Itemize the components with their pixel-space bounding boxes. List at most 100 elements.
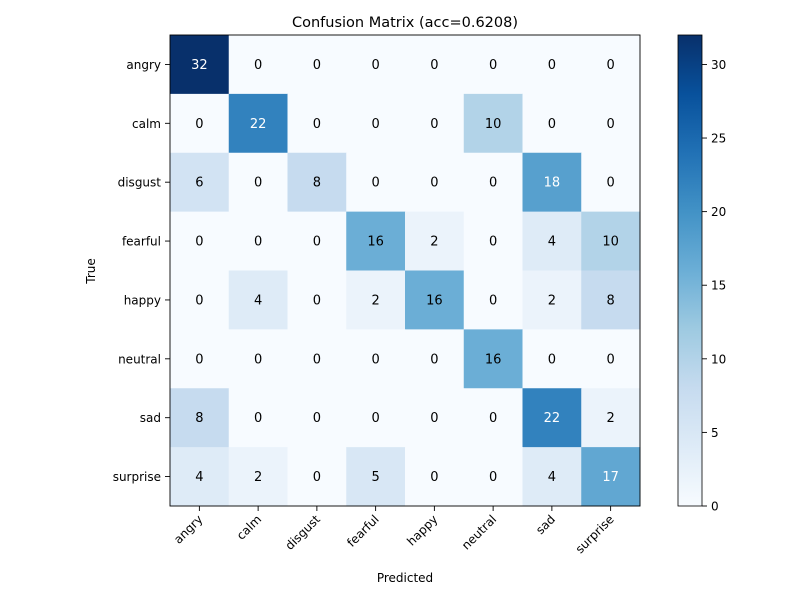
heatmap-cell bbox=[170, 388, 230, 448]
y-axis-ticks: angry calm disgust fearful happy neutral sad su… bbox=[113, 58, 170, 484]
heatmap-cell bbox=[346, 211, 406, 271]
heatmap-cell bbox=[228, 388, 288, 448]
heatmap-cell bbox=[287, 270, 347, 330]
cell-value-label: 0 bbox=[430, 58, 438, 73]
cell-value-label: 4 bbox=[254, 293, 262, 308]
heatmap-cell bbox=[405, 93, 465, 154]
y-tick-label: calm bbox=[132, 117, 161, 131]
heatmap-cell bbox=[405, 35, 465, 95]
cell-value-label: 2 bbox=[606, 411, 614, 426]
heatmap-cell bbox=[522, 93, 582, 154]
cell-value-label: 0 bbox=[430, 352, 438, 367]
heatmap-cell bbox=[463, 35, 523, 95]
y-tick-label: happy bbox=[124, 293, 161, 307]
heatmap-cell bbox=[463, 93, 523, 154]
heatmap-cell bbox=[581, 447, 641, 507]
cell-value-label: 0 bbox=[430, 117, 438, 132]
chart-title: Confusion Matrix (acc=0.6208) bbox=[292, 15, 518, 31]
cell-value-label: 17 bbox=[602, 470, 619, 485]
y-tick-label: neutral bbox=[118, 352, 161, 366]
heatmap-cell bbox=[522, 152, 582, 213]
heatmap-cell bbox=[170, 93, 230, 154]
cell-value-label: 0 bbox=[489, 470, 497, 485]
heatmap-cell bbox=[463, 270, 523, 330]
cell-value-label: 2 bbox=[548, 293, 556, 308]
heatmap-cell bbox=[228, 270, 288, 330]
colorbar-tick-label: 0 bbox=[711, 500, 719, 514]
cell-value-label: 0 bbox=[313, 235, 321, 250]
heatmap-cell bbox=[405, 447, 465, 507]
heatmap-cell bbox=[463, 211, 523, 271]
y-tick-label: fearful bbox=[122, 235, 161, 249]
cell-value-label: 0 bbox=[371, 117, 379, 132]
cell-value-label: 22 bbox=[250, 117, 267, 132]
cell-value-label: 0 bbox=[313, 58, 321, 73]
cell-value-label: 0 bbox=[371, 411, 379, 426]
y-tick-label: disgust bbox=[118, 176, 162, 190]
cell-value-label: 0 bbox=[430, 411, 438, 426]
heatmap-cell bbox=[346, 152, 406, 213]
y-tick-label: surprise bbox=[113, 470, 161, 484]
heatmap-cell bbox=[170, 35, 230, 95]
heatmap-cell bbox=[405, 211, 465, 271]
cell-value-label: 0 bbox=[195, 293, 203, 308]
cell-value-label: 0 bbox=[195, 235, 203, 250]
cell-value-label: 0 bbox=[313, 352, 321, 367]
y-axis-label: True bbox=[84, 258, 98, 285]
cell-value-label: 16 bbox=[367, 235, 384, 250]
heatmap-cell bbox=[287, 152, 347, 213]
heatmap-cell bbox=[463, 388, 523, 448]
heatmap-cell bbox=[287, 211, 347, 271]
cell-value-label: 0 bbox=[195, 117, 203, 132]
heatmap-cell bbox=[170, 447, 230, 507]
cell-value-label: 0 bbox=[254, 235, 262, 250]
heatmap-cell bbox=[287, 35, 347, 95]
heatmap-cell bbox=[522, 35, 582, 95]
cell-value-label: 10 bbox=[485, 117, 502, 132]
heatmap-cell bbox=[581, 270, 641, 330]
colorbar bbox=[677, 34, 703, 507]
colorbar-tick-label: 30 bbox=[711, 58, 726, 72]
heatmap-cell bbox=[170, 329, 230, 389]
heatmap-cell bbox=[287, 388, 347, 448]
cell-value-label: 0 bbox=[489, 176, 497, 191]
cell-value-label: 0 bbox=[489, 293, 497, 308]
heatmap-cell bbox=[346, 388, 406, 448]
x-tick-label: disgust bbox=[282, 512, 323, 553]
cell-value-label: 0 bbox=[606, 117, 614, 132]
colorbar-tick-label: 15 bbox=[711, 279, 726, 293]
colorbar-tick-label: 20 bbox=[711, 205, 726, 219]
y-tick-label: angry bbox=[126, 58, 161, 72]
heatmap-cell bbox=[287, 93, 347, 154]
heatmap-cell bbox=[346, 329, 406, 389]
heatmap-cell bbox=[522, 388, 582, 448]
cell-value-label: 2 bbox=[371, 293, 379, 308]
heatmap-cells bbox=[170, 35, 641, 507]
cell-value-label: 0 bbox=[254, 58, 262, 73]
cell-value-label: 16 bbox=[485, 352, 502, 367]
cell-value-label: 0 bbox=[430, 176, 438, 191]
cell-value-label: 18 bbox=[544, 176, 561, 191]
cell-value-label: 4 bbox=[548, 235, 556, 250]
x-tick-label: happy bbox=[404, 512, 440, 548]
heatmap-cell bbox=[346, 93, 406, 154]
cell-value-label: 0 bbox=[371, 176, 379, 191]
x-axis-label: Predicted bbox=[377, 571, 433, 585]
cell-value-label: 6 bbox=[195, 176, 203, 191]
heatmap-cell bbox=[170, 152, 230, 213]
cell-value-label: 0 bbox=[371, 352, 379, 367]
x-tick-label: surprise bbox=[573, 512, 617, 556]
cell-value-label: 0 bbox=[489, 235, 497, 250]
heatmap-cell bbox=[463, 152, 523, 213]
cell-value-label: 0 bbox=[489, 411, 497, 426]
heatmap-cell bbox=[522, 211, 582, 271]
cell-value-label: 0 bbox=[195, 352, 203, 367]
cell-value-label: 0 bbox=[548, 58, 556, 73]
heatmap-cell bbox=[228, 329, 288, 389]
heatmap-cell bbox=[405, 329, 465, 389]
cell-value-label: 0 bbox=[606, 176, 614, 191]
cell-value-label: 0 bbox=[606, 58, 614, 73]
colorbar-tick-label: 5 bbox=[711, 426, 719, 440]
cell-value-label: 0 bbox=[254, 176, 262, 191]
plot-frame bbox=[169, 34, 641, 507]
